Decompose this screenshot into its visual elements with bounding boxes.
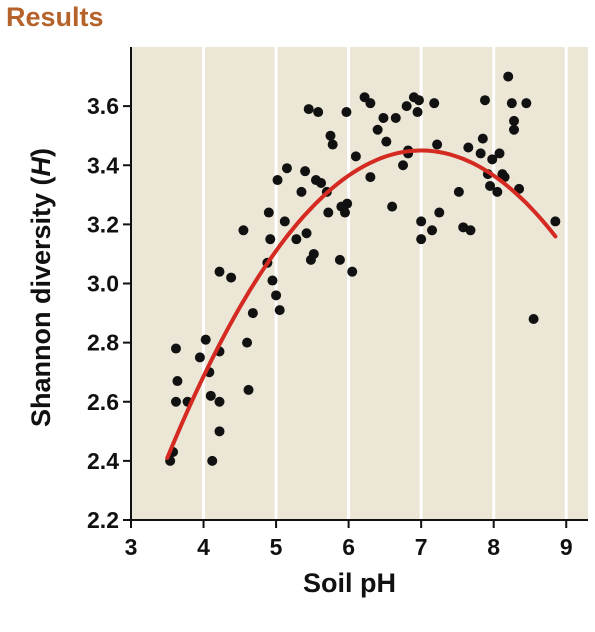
x-tick-labels: 3 4 5 6 7 8 9 (125, 534, 573, 560)
data-point-53 (372, 124, 383, 135)
data-point-22 (265, 234, 276, 245)
plot-background (131, 47, 588, 520)
data-point-52 (365, 172, 376, 183)
y-tick-label-3-2: 3.2 (87, 211, 119, 237)
data-point-92 (550, 216, 561, 227)
data-point-59 (401, 101, 412, 112)
data-point-37 (313, 107, 324, 118)
data-point-12 (214, 396, 225, 407)
data-point-63 (412, 107, 423, 118)
data-point-77 (479, 95, 490, 106)
y-tick-labels: 2.2 2.4 2.6 2.8 3.0 3.2 3.4 3.6 (87, 93, 119, 533)
data-point-58 (398, 160, 409, 171)
data-point-13 (214, 426, 225, 437)
data-point-27 (279, 216, 290, 227)
x-tick-label-7: 7 (415, 534, 428, 560)
data-point-68 (429, 98, 440, 109)
data-point-69 (432, 139, 443, 150)
data-point-40 (323, 207, 334, 218)
x-tick-label-9: 9 (560, 534, 573, 560)
data-point-28 (281, 163, 292, 174)
figure-title: Results (6, 2, 104, 32)
data-point-23 (267, 275, 278, 286)
data-point-47 (341, 107, 352, 118)
x-tick-label-8: 8 (487, 534, 500, 560)
data-point-24 (271, 290, 282, 301)
data-point-9 (205, 390, 216, 401)
data-point-18 (243, 384, 254, 395)
y-tick-label-2-4: 2.4 (87, 448, 119, 474)
data-point-71 (453, 186, 464, 197)
data-point-7 (200, 334, 211, 345)
data-point-26 (274, 305, 285, 316)
data-point-51 (365, 98, 376, 109)
y-tick-label-3-4: 3.4 (87, 152, 119, 178)
data-point-41 (325, 130, 336, 141)
data-point-10 (207, 455, 218, 466)
data-point-75 (475, 148, 486, 159)
data-point-48 (347, 266, 358, 277)
y-tick-label-3-6: 3.6 (87, 93, 119, 119)
data-point-46 (342, 198, 353, 209)
data-point-43 (334, 254, 345, 265)
x-tick-label-5: 5 (270, 534, 283, 560)
data-point-87 (509, 115, 520, 126)
data-point-65 (416, 234, 427, 245)
data-point-35 (308, 248, 319, 259)
quadratic-fit-curve (165, 148, 558, 460)
data-point-82 (494, 148, 505, 159)
data-point-56 (387, 201, 398, 212)
data-point-64 (413, 95, 424, 106)
y-tick-label-2-8: 2.8 (87, 330, 119, 356)
data-point-49 (350, 151, 361, 162)
data-point-80 (487, 154, 498, 165)
data-point-55 (381, 136, 392, 147)
y-axis-label: Shannon diversity (H) (26, 148, 56, 427)
data-point-70 (434, 207, 445, 218)
data-point-66 (416, 216, 427, 227)
data-point-3 (170, 343, 181, 354)
data-point-88 (509, 124, 520, 135)
data-point-30 (296, 186, 307, 197)
data-point-6 (194, 352, 205, 363)
axes (123, 47, 588, 528)
data-point-90 (521, 98, 532, 109)
data-point-38 (316, 177, 327, 188)
data-point-16 (238, 225, 249, 236)
data-point-29 (291, 234, 302, 245)
data-point-31 (300, 166, 311, 177)
data-point-73 (463, 142, 474, 153)
data-point-4 (172, 376, 183, 387)
x-tick-label-6: 6 (342, 534, 355, 560)
x-tick-label-4: 4 (197, 534, 210, 560)
data-point-45 (339, 207, 350, 218)
data-point-2 (170, 396, 181, 407)
data-point-32 (301, 228, 312, 239)
data-point-76 (477, 133, 488, 144)
data-point-21 (263, 207, 274, 218)
data-point-33 (303, 104, 314, 115)
data-point-57 (390, 112, 401, 123)
data-point-42 (327, 139, 338, 150)
x-tick-label-3: 3 (125, 534, 138, 560)
data-point-15 (226, 272, 237, 283)
data-point-81 (492, 186, 503, 197)
data-point-91 (528, 313, 539, 324)
data-point-17 (242, 337, 253, 348)
data-point-85 (503, 71, 514, 82)
data-point-54 (378, 112, 389, 123)
data-point-14 (214, 266, 225, 277)
y-tick-label-2-6: 2.6 (87, 389, 119, 415)
data-point-79 (485, 180, 496, 191)
data-point-67 (427, 225, 438, 236)
data-point-19 (247, 308, 258, 319)
data-point-25 (272, 175, 283, 186)
data-point-86 (506, 98, 517, 109)
data-point-74 (465, 225, 476, 236)
x-axis-label: Soil pH (303, 568, 396, 598)
y-tick-label-3-0: 3.0 (87, 271, 119, 297)
y-tick-label-2-2: 2.2 (87, 507, 119, 533)
